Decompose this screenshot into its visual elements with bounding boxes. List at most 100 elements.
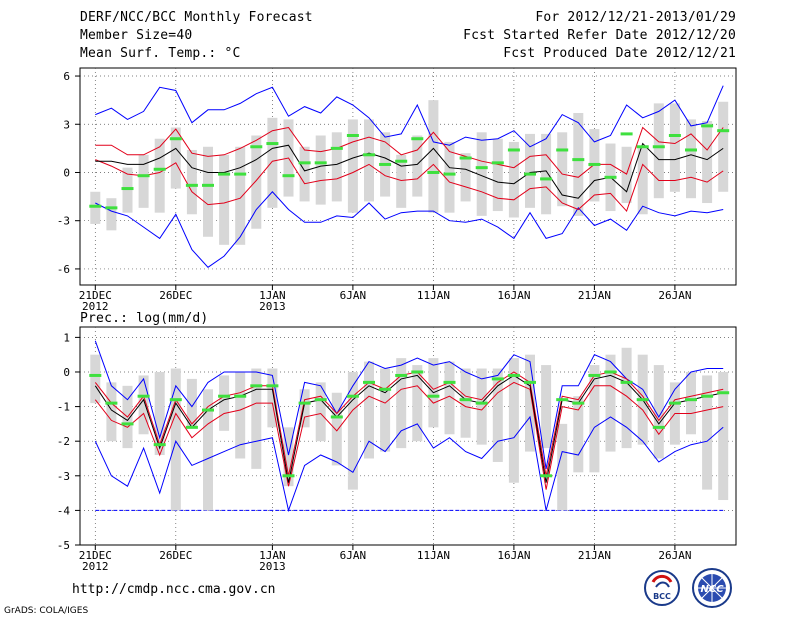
ensemble-max-line <box>94 340 724 469</box>
ensemble-box <box>267 117 278 208</box>
y-tick-label: -3 <box>57 215 70 228</box>
ensemble-box <box>428 100 439 213</box>
ensemble-box <box>621 347 632 449</box>
ensemble-box <box>541 133 552 215</box>
y-tick-label: 0 <box>63 366 70 379</box>
ensemble-box <box>492 138 503 212</box>
ensemble-box <box>525 354 535 452</box>
x-tick-label: 11JAN <box>417 549 450 562</box>
footer-url[interactable]: http://cmdp.ncc.cma.gov.cn <box>72 582 276 597</box>
ensemble-box <box>299 146 310 202</box>
ensemble-box <box>412 365 423 442</box>
ensemble-box <box>122 167 133 213</box>
x-tick-label: 26DEC <box>159 289 192 302</box>
x-tick-label: 6JAN <box>340 289 367 302</box>
ensemble-box <box>589 365 600 473</box>
ensemble-box <box>219 154 230 245</box>
start-date: Fcst Started Refer Date 2012/12/20 <box>463 28 736 43</box>
x-tick-year: 2013 <box>259 560 286 573</box>
x-tick-label: 26JAN <box>658 289 691 302</box>
ensemble-mean-line <box>95 142 724 199</box>
y-tick-label: 3 <box>63 118 70 131</box>
ensemble-box <box>138 375 149 435</box>
x-tick-label: 26DEC <box>159 549 192 562</box>
produced-date: Fcst Produced Date 2012/12/21 <box>503 46 736 61</box>
figure-title: DERF/NCC/BCC Monthly Forecast <box>80 10 313 25</box>
ensemble-box <box>90 354 101 404</box>
ensemble-box <box>653 103 664 199</box>
y-tick-label: 0 <box>63 166 70 179</box>
ensemble-box <box>460 153 471 202</box>
upper-sd-line <box>94 371 724 476</box>
ensemble-box <box>702 121 713 204</box>
ensemble-box <box>686 371 696 435</box>
ensemble-box <box>508 358 519 483</box>
ensemble-box <box>154 138 165 213</box>
x-tick-label: 21JAN <box>578 289 611 302</box>
y-tick-label: -1 <box>57 401 70 414</box>
ensemble-box <box>331 392 342 466</box>
y-tick-label: -2 <box>57 435 70 448</box>
forecast-period: For 2012/12/21-2013/01/29 <box>535 10 736 25</box>
ensemble-box <box>331 132 342 202</box>
ensemble-box <box>637 148 648 215</box>
ensemble-box <box>186 149 197 215</box>
x-tick-label: 16JAN <box>497 289 530 302</box>
ensemble-box <box>219 375 230 431</box>
ensemble-box <box>557 132 568 207</box>
ensemble-box <box>267 368 278 428</box>
ensemble-box <box>154 371 165 456</box>
ensemble-box <box>170 127 181 189</box>
ensemble-min-line <box>95 191 724 268</box>
ensemble-box <box>380 368 391 452</box>
x-tick-year: 2013 <box>259 300 286 313</box>
ensemble-box <box>718 371 729 501</box>
x-tick-label: 21DEC <box>79 289 112 302</box>
variable-label: Mean Surf. Temp.: °C <box>80 46 241 61</box>
ensemble-box <box>299 389 310 428</box>
ensemble-box <box>621 146 632 204</box>
ensemble-box <box>702 375 713 490</box>
precip-title: Prec.: log(mm/d) <box>80 311 209 326</box>
x-tick-label: 26JAN <box>658 549 691 562</box>
ensemble-min-line <box>94 415 724 513</box>
ensemble-box <box>235 371 246 459</box>
y-tick-label: -5 <box>57 539 70 552</box>
plot-frame <box>79 326 737 546</box>
x-tick-year: 2012 <box>82 560 109 573</box>
plot-frame <box>79 67 737 286</box>
ensemble-box <box>508 141 519 218</box>
ensemble-box <box>170 368 181 511</box>
ensemble-box <box>492 368 503 462</box>
ensemble-box <box>315 135 326 205</box>
ensemble-box <box>669 103 680 192</box>
footer-credit: GrADS: COLA/IGES <box>4 606 89 616</box>
ensemble-box <box>525 133 535 208</box>
ensemble-box <box>686 119 696 199</box>
ensemble-box <box>203 146 213 237</box>
x-tick-label: 1JAN <box>259 289 286 302</box>
ensemble-box <box>203 389 213 511</box>
ensemble-max-line <box>95 85 724 148</box>
ensemble-box <box>541 365 552 449</box>
ensemble-box <box>476 132 487 216</box>
y-tick-label: 6 <box>63 70 70 83</box>
x-tick-label: 21JAN <box>578 549 611 562</box>
ensemble-box <box>412 135 423 197</box>
lower-sd-line <box>94 381 724 490</box>
ensemble-box <box>138 154 149 208</box>
ensemble-box <box>251 135 262 229</box>
ensemble-box <box>444 361 455 435</box>
ensemble-box <box>106 198 117 231</box>
ensemble-box <box>347 119 358 213</box>
x-tick-label: 16JAN <box>497 549 530 562</box>
ensemble-box <box>106 382 117 442</box>
y-tick-label: -6 <box>57 263 70 276</box>
member-size: Member Size=40 <box>80 28 193 43</box>
ensemble-box <box>90 191 101 224</box>
x-tick-year: 2012 <box>82 300 109 313</box>
x-tick-label: 11JAN <box>417 289 450 302</box>
ensemble-box <box>283 427 294 487</box>
